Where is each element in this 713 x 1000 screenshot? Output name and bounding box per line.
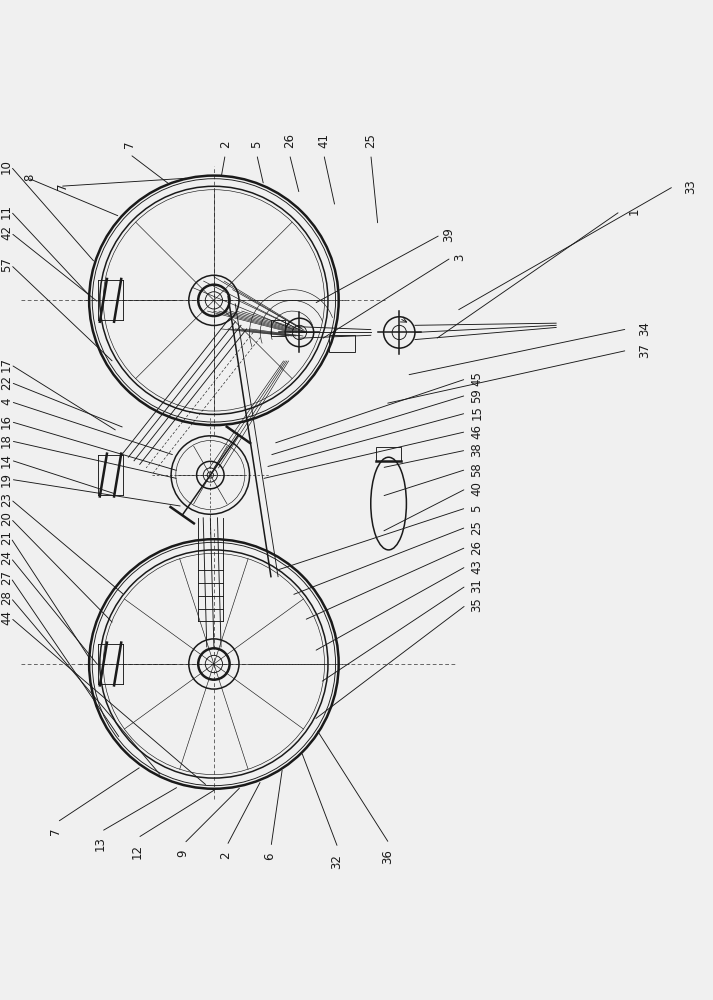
Text: 2: 2 [219, 852, 232, 859]
Text: 59: 59 [471, 388, 483, 403]
Text: 15: 15 [471, 406, 483, 420]
Text: 14: 14 [0, 453, 13, 468]
Text: 18: 18 [0, 433, 13, 448]
Text: 23: 23 [0, 492, 13, 507]
Text: 24: 24 [0, 550, 13, 565]
Text: 43: 43 [471, 559, 483, 574]
Text: 35: 35 [471, 597, 483, 612]
Text: 2: 2 [219, 141, 232, 148]
Text: 12: 12 [130, 844, 143, 859]
Text: 26: 26 [471, 540, 483, 555]
Text: 31: 31 [471, 578, 483, 593]
Text: 44: 44 [0, 610, 13, 625]
Text: 5: 5 [250, 141, 263, 148]
Text: 33: 33 [684, 179, 697, 194]
Text: 9: 9 [176, 849, 189, 857]
Text: 6: 6 [263, 853, 276, 860]
Text: 36: 36 [381, 849, 394, 864]
Text: 25: 25 [471, 520, 483, 535]
Text: 3: 3 [453, 254, 466, 261]
Text: 39: 39 [442, 227, 455, 242]
Text: 32: 32 [330, 854, 343, 869]
Text: 26: 26 [283, 133, 296, 148]
Text: 5: 5 [471, 504, 483, 512]
Text: 34: 34 [638, 321, 651, 336]
Text: 11: 11 [0, 204, 13, 219]
Text: 16: 16 [0, 414, 13, 429]
Text: 8: 8 [23, 174, 36, 181]
Bar [376, 447, 401, 461]
Text: 42: 42 [0, 225, 13, 240]
Text: 21: 21 [0, 530, 13, 545]
Text: 45: 45 [471, 371, 483, 386]
Text: 13: 13 [93, 837, 106, 851]
Text: 41: 41 [317, 133, 330, 148]
Bar [329, 335, 355, 352]
Text: 7: 7 [56, 183, 68, 190]
Text: 1: 1 [627, 207, 640, 215]
Text: 17: 17 [0, 357, 13, 372]
Text: 40: 40 [471, 481, 483, 496]
Text: 37: 37 [638, 343, 651, 358]
Text: 7: 7 [123, 141, 136, 148]
Bar [271, 320, 285, 336]
Text: 46: 46 [471, 424, 483, 439]
Text: 7: 7 [49, 828, 62, 835]
Text: 19: 19 [0, 472, 13, 487]
Text: 28: 28 [0, 590, 13, 605]
Text: 57: 57 [0, 257, 13, 272]
Text: 4: 4 [0, 398, 13, 405]
Text: 38: 38 [471, 443, 483, 457]
Text: 22: 22 [0, 375, 13, 390]
Text: 20: 20 [0, 511, 13, 526]
Text: 10: 10 [0, 159, 13, 174]
Text: 25: 25 [364, 134, 377, 148]
Text: 27: 27 [0, 570, 13, 585]
Text: 58: 58 [471, 462, 483, 477]
